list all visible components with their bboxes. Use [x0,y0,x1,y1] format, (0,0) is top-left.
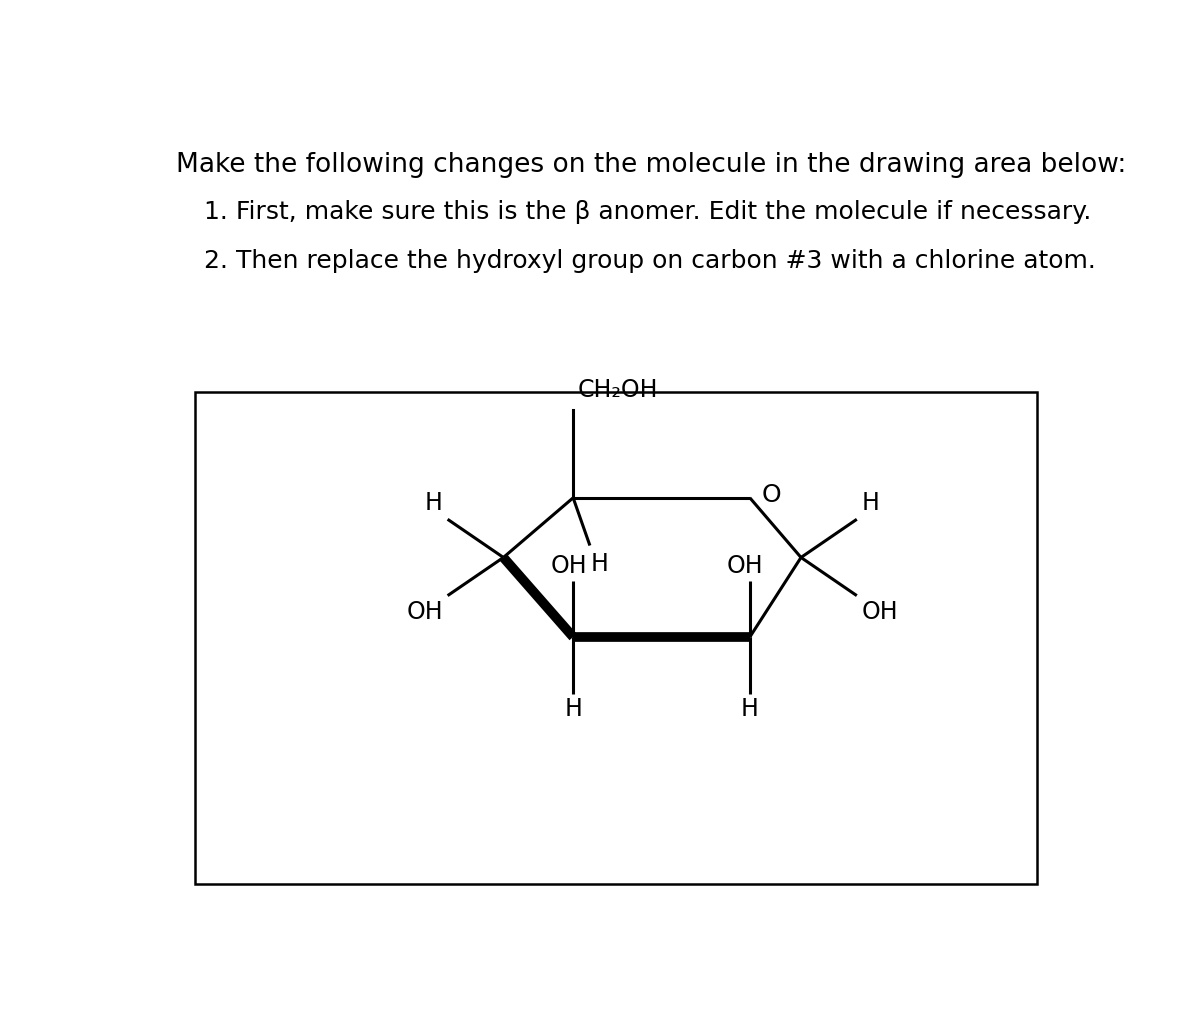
Text: OH: OH [727,554,763,578]
Text: H: H [862,492,880,515]
Text: H: H [425,492,443,515]
Text: OH: OH [407,599,443,624]
Text: H: H [564,697,582,721]
Text: CH₂OH: CH₂OH [578,378,659,403]
Text: H: H [590,552,608,575]
Bar [194,392,1037,883]
Text: 2. Then replace the hydroxyl group on carbon #3 with a chlorine atom.: 2. Then replace the hydroxyl group on ca… [204,249,1096,273]
Text: H: H [740,697,758,721]
Text: O: O [762,482,781,506]
Text: 1. First, make sure this is the β anomer. Edit the molecule if necessary.: 1. First, make sure this is the β anomer… [204,199,1091,223]
Text: OH: OH [862,599,898,624]
Text: OH: OH [550,554,587,578]
Text: Make the following changes on the molecule in the drawing area below:: Make the following changes on the molecu… [176,152,1127,178]
